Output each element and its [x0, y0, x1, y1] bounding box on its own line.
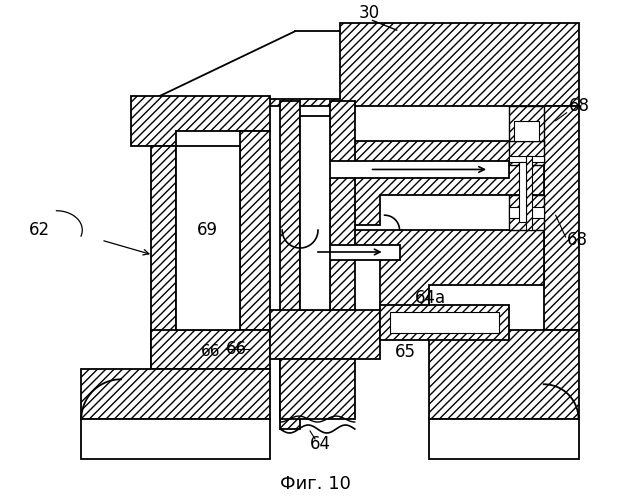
Polygon shape: [509, 140, 544, 166]
Text: 30: 30: [359, 4, 381, 22]
Text: 69: 69: [197, 221, 218, 239]
Polygon shape: [156, 24, 578, 106]
Polygon shape: [389, 312, 499, 332]
Polygon shape: [509, 106, 544, 146]
Text: 64: 64: [309, 435, 331, 453]
Polygon shape: [151, 146, 176, 370]
Polygon shape: [430, 330, 578, 419]
Text: 66: 66: [226, 340, 246, 358]
Polygon shape: [241, 130, 270, 330]
Text: 64a: 64a: [415, 288, 445, 306]
Text: 68: 68: [566, 231, 588, 249]
Polygon shape: [544, 106, 578, 330]
Polygon shape: [300, 230, 544, 320]
Polygon shape: [509, 207, 544, 218]
Polygon shape: [81, 419, 270, 459]
Polygon shape: [280, 101, 300, 429]
Polygon shape: [151, 330, 270, 370]
Polygon shape: [300, 245, 399, 260]
Text: 65: 65: [394, 344, 416, 361]
Text: 66: 66: [201, 344, 220, 359]
Polygon shape: [330, 101, 355, 310]
Text: 68: 68: [569, 97, 590, 115]
Polygon shape: [300, 160, 509, 178]
Polygon shape: [176, 146, 241, 330]
Polygon shape: [131, 96, 270, 146]
Text: Фиг. 10: Фиг. 10: [280, 474, 350, 492]
Polygon shape: [280, 360, 355, 419]
Text: 62: 62: [29, 221, 50, 239]
Polygon shape: [430, 419, 578, 459]
Polygon shape: [519, 162, 526, 222]
Polygon shape: [81, 370, 270, 419]
Polygon shape: [380, 304, 509, 340]
Polygon shape: [300, 116, 330, 310]
Polygon shape: [526, 156, 532, 230]
Polygon shape: [514, 120, 539, 141]
Polygon shape: [509, 196, 544, 230]
Polygon shape: [270, 310, 380, 360]
Polygon shape: [300, 140, 544, 225]
Polygon shape: [509, 156, 544, 162]
